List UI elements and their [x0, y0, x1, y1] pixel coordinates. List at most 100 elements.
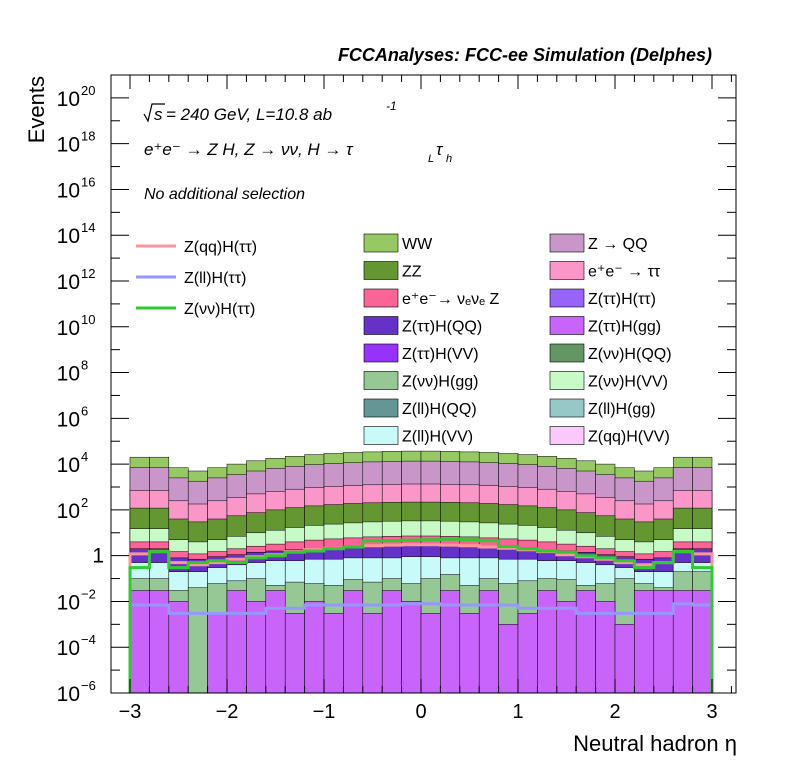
legend-line-label: Z(ll)H(ττ) — [184, 270, 246, 287]
legend-box-swatch — [549, 343, 585, 363]
y-tick-exponent: −6 — [81, 678, 96, 693]
x-axis-label: Neutral hadron η — [573, 731, 737, 756]
legend-box-swatch — [549, 261, 585, 280]
bar-ZtautauHgg-27 — [653, 590, 674, 694]
bar-ZtautauHgg-10 — [323, 613, 344, 694]
legend-box-label: Z → QQ — [588, 236, 648, 253]
energy-root: s — [154, 105, 163, 124]
process-text: e⁺e⁻ → Z H, Z → νν, H → τ — [144, 140, 354, 159]
y-tick-label: 10 — [57, 134, 80, 157]
selection-annotation: No additional selection — [144, 186, 305, 203]
legend-box-label: Z(νν)H(VV) — [588, 374, 668, 391]
y-tick-exponent: 8 — [81, 358, 88, 373]
y-tick-exponent: 2 — [81, 495, 88, 510]
signal-lines — [128, 537, 714, 693]
legend-box-swatch — [549, 398, 585, 418]
y-tick-label: 10 — [57, 363, 80, 386]
legend-box-swatch — [363, 398, 399, 418]
energy-text: = 240 GeV, L=10.8 ab — [166, 105, 332, 124]
legend-box-swatch — [363, 316, 399, 335]
x-tick-label: −3 — [119, 701, 142, 723]
y-tick-label: 10 — [57, 271, 80, 294]
process-sub-l: L — [428, 153, 434, 165]
y-tick-exponent: 18 — [81, 129, 95, 144]
bar-ZtautauHgg-6 — [246, 601, 267, 694]
x-tick-label: −2 — [216, 701, 239, 723]
energy-annotation: s = 240 GeV, L=10.8 ab -1 — [143, 99, 397, 124]
x-tick-label: 2 — [609, 701, 620, 723]
legend-box-label: ZZ — [402, 264, 422, 281]
process-sub-h: h — [446, 153, 452, 165]
y-tick-label: 10 — [57, 637, 80, 660]
bar-ZtautauHgg-9 — [304, 601, 325, 694]
legend-box-label: Z(ττ)H(VV) — [402, 346, 479, 363]
legend-box-label: Z(ll)H(gg) — [588, 401, 656, 418]
stacked-histogram — [129, 450, 713, 694]
bar-ZtautauHgg-14 — [401, 601, 422, 694]
legend-box-swatch — [549, 233, 585, 253]
legend-box-label: Z(ll)H(VV) — [402, 429, 473, 446]
legend-box-label: WW — [402, 236, 433, 253]
legend-line-label: Z(νν)H(ττ) — [184, 301, 255, 318]
y-tick-label: 10 — [57, 591, 80, 614]
legend-box-label: Z(νν)H(gg) — [402, 374, 478, 391]
legend: Z(qq)H(ττ) Z(ll)H(ττ) Z(νν)H(ττ) WW Z → QQ ZZ… — [136, 233, 672, 446]
y-tick-exponent: −2 — [81, 586, 96, 601]
bar-ZtautauHgg-22 — [556, 601, 577, 694]
legend-box-label: Z(ττ)H(ττ) — [588, 291, 656, 308]
bar-ZtautauHgg-17 — [459, 613, 480, 694]
y-tick-label: 10 — [57, 500, 80, 523]
legend-box-label: Z(ττ)H(gg) — [588, 319, 661, 336]
legend-box-swatch — [549, 316, 585, 335]
bar-ZtautauHgg-12 — [362, 613, 383, 694]
legend-line-label: Z(qq)H(ττ) — [184, 239, 257, 256]
bar-ZtautauHgg-26 — [634, 590, 655, 694]
y-tick-exponent: 20 — [81, 83, 95, 98]
y-tick-exponent: −4 — [81, 632, 96, 647]
bar-ZtautauHgg-20 — [517, 613, 538, 694]
bar-ZtautauHgg-5 — [226, 590, 247, 694]
bar-ZtautauHgg-25 — [614, 624, 635, 694]
legend-box-swatch — [363, 233, 399, 253]
y-tick-label: 10 — [57, 408, 80, 431]
bar-ZtautauHgg-28 — [672, 590, 693, 694]
x-tick-label: 1 — [512, 701, 523, 723]
x-tick-label: 0 — [415, 701, 426, 723]
legend-box-label: Z(νν)H(QQ) — [588, 346, 672, 363]
bar-ZtautauHgg-19 — [498, 624, 519, 694]
energy-exponent: -1 — [386, 99, 397, 113]
bar-ZtautauHgg-24 — [595, 601, 616, 694]
bar-ZtautauHgg-7 — [265, 590, 286, 694]
y-tick-label: 10 — [57, 225, 80, 248]
legend-box-swatch — [363, 371, 399, 390]
y-tick-exponent: 4 — [81, 449, 88, 464]
y-tick-exponent: 6 — [81, 403, 88, 418]
legend-box-swatch — [549, 288, 585, 308]
y-tick-exponent: 16 — [81, 174, 95, 189]
legend-box-label: e⁺e⁻ → ττ — [588, 264, 661, 281]
legend-box-swatch — [363, 261, 399, 280]
bar-ZtautauHgg-8 — [284, 613, 305, 694]
process-tau: τ — [436, 140, 444, 159]
sqrt-sign-icon — [143, 103, 165, 123]
x-tick-label: 3 — [706, 701, 717, 723]
process-annotation: e⁺e⁻ → Z H, Z → νν, H → τ L τ h — [144, 140, 452, 165]
bar-ZtautauHgg-2 — [168, 601, 189, 694]
bar-ZtautauHgg-21 — [537, 590, 558, 694]
signal-line-1 — [128, 602, 714, 693]
legend-box-swatch — [549, 426, 585, 445]
legend-box-label: Z(ll)H(QQ) — [402, 401, 477, 418]
legend-box-swatch — [363, 343, 399, 363]
y-tick-exponent: 10 — [81, 312, 95, 327]
y-tick-exponent: 14 — [81, 220, 95, 235]
chart-header: FCCAnalyses: FCC-ee Simulation (Delphes) — [338, 45, 712, 65]
y-tick-label: 10 — [57, 683, 80, 706]
x-tick-label: −1 — [313, 701, 336, 723]
y-tick-label: 10 — [57, 88, 80, 111]
y-axis-label: Events — [24, 76, 49, 143]
bar-ZtautauHgg-15 — [420, 613, 441, 694]
bar-ZtautauHgg-4 — [207, 613, 228, 694]
plot-frame — [110, 74, 737, 694]
